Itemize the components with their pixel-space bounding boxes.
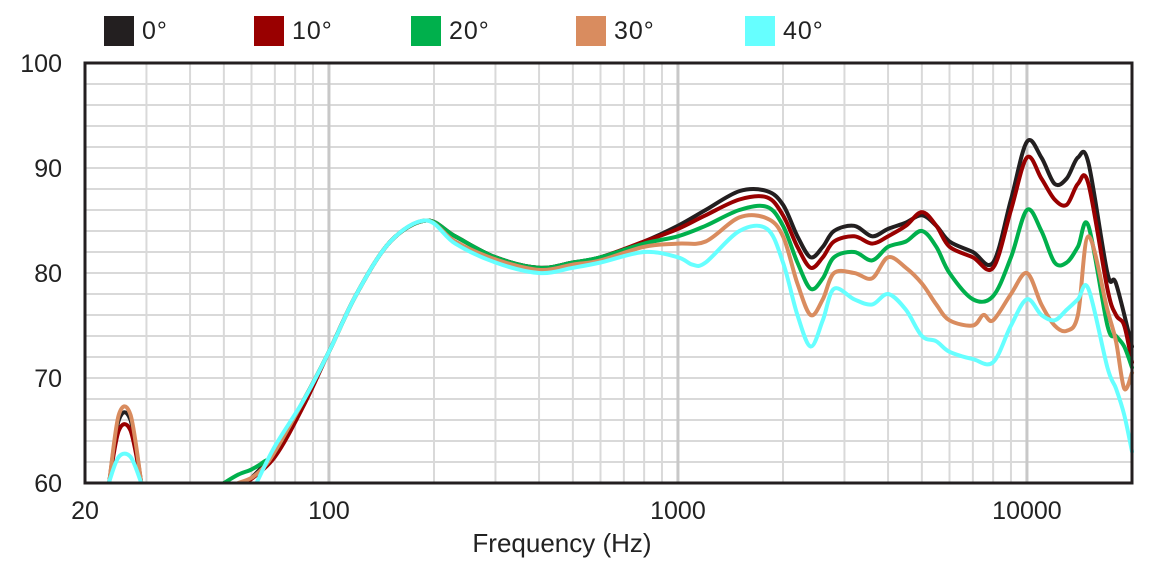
series-line <box>244 154 1134 485</box>
series-line <box>107 404 144 485</box>
legend-swatch <box>104 16 134 46</box>
series-4 <box>107 218 1134 485</box>
legend-item: 30° <box>576 16 745 46</box>
legend-label: 40° <box>783 16 824 45</box>
y-tick-label: 70 <box>34 365 62 393</box>
x-tick-label: 10000 <box>992 497 1062 525</box>
series-line <box>254 218 1134 485</box>
y-tick-label: 60 <box>34 470 62 498</box>
x-tick-label: 100 <box>308 497 350 525</box>
legend-swatch <box>576 16 606 46</box>
x-tick-label: 1000 <box>650 497 706 525</box>
legend-item: 40° <box>745 16 824 46</box>
legend-swatch <box>411 16 441 46</box>
legend-swatch <box>745 16 775 46</box>
legend-label: 30° <box>614 16 655 45</box>
x-axis-label: Frequency (Hz) <box>472 528 651 558</box>
series-0 <box>107 138 1134 485</box>
x-tick-label: 20 <box>71 497 99 525</box>
legend-label: 0° <box>142 16 168 45</box>
y-tick-label: 100 <box>20 50 62 78</box>
legend-item: 20° <box>411 16 576 46</box>
plot-frame <box>83 61 1134 485</box>
plot-mask-bottom <box>0 484 1160 571</box>
legend-label: 10° <box>292 16 333 45</box>
legend-label: 20° <box>449 16 490 45</box>
legend: 0° 10° 20° 30° 40° <box>104 16 824 46</box>
series-line <box>107 451 144 485</box>
legend-item: 0° <box>104 16 254 46</box>
y-tick-label: 90 <box>34 155 62 183</box>
y-tick-label: 80 <box>34 260 62 288</box>
legend-item: 10° <box>254 16 411 46</box>
legend-swatch <box>254 16 284 46</box>
